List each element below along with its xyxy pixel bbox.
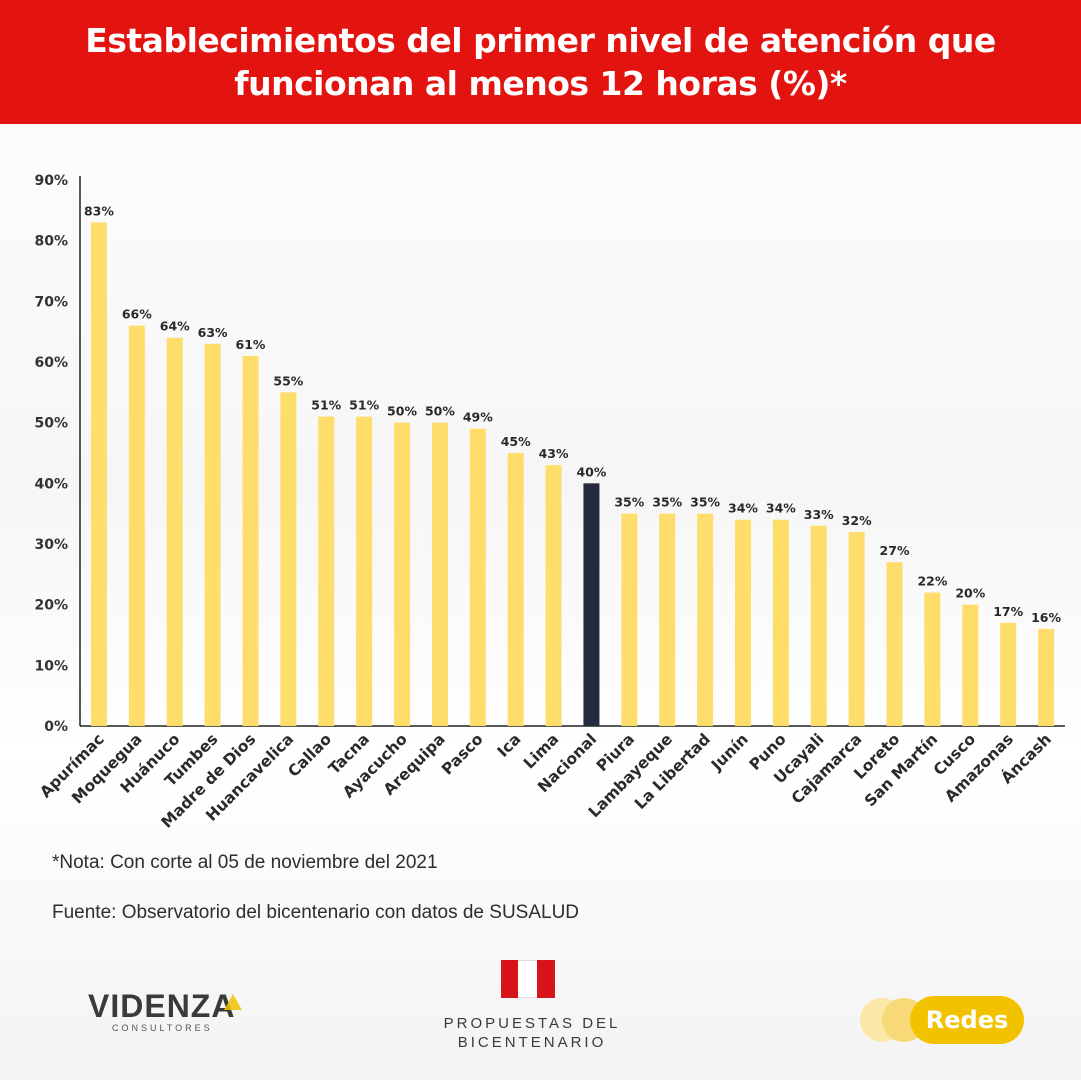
data-label: 27%: [880, 543, 910, 558]
bar: [507, 453, 524, 726]
videnza-subtitle: CONSULTORES: [112, 1023, 213, 1033]
y-tick-label: 40%: [34, 476, 68, 492]
footnote: *Nota: Con corte al 05 de noviembre del …: [52, 852, 438, 873]
data-label: 20%: [955, 586, 985, 601]
data-label: 35%: [690, 495, 720, 510]
bar: [886, 562, 903, 726]
y-tick-label: 70%: [34, 294, 68, 310]
bar-chart: 0%10%20%30%40%50%60%70%80%90%83%Apurímac…: [34, 173, 1065, 832]
bar: [242, 355, 259, 726]
data-label: 45%: [501, 434, 531, 449]
x-tick-label: Junín: [707, 730, 752, 775]
data-label: 63%: [198, 325, 228, 340]
x-tick-label: Ica: [494, 730, 525, 761]
data-label: 35%: [614, 495, 644, 510]
data-label: 61%: [236, 337, 266, 352]
data-label: 49%: [463, 410, 493, 425]
data-label: 34%: [728, 501, 758, 516]
videnza-logo: VIDENZA CONSULTORES: [88, 990, 248, 1040]
data-label: 55%: [273, 373, 303, 388]
bar: [1000, 622, 1017, 726]
bar: [772, 519, 789, 726]
bar: [394, 422, 411, 726]
data-label: 40%: [576, 464, 606, 479]
bar: [1038, 628, 1055, 726]
bar: [962, 604, 979, 726]
y-tick-label: 30%: [34, 537, 68, 553]
y-tick-label: 0%: [44, 719, 68, 735]
bar: [356, 416, 373, 726]
bar: [469, 428, 486, 726]
header-banner: Establecimientos del primer nivel de ate…: [0, 0, 1081, 124]
bicentenario-line-1: PROPUESTAS DEL: [443, 1015, 621, 1032]
y-tick-label: 80%: [34, 234, 68, 250]
source-text: Fuente: Observatorio del bicentenario co…: [52, 902, 580, 923]
data-label: 51%: [311, 398, 341, 413]
data-label: 33%: [804, 507, 834, 522]
y-tick-label: 20%: [34, 598, 68, 614]
y-tick-label: 90%: [34, 173, 68, 189]
data-label: 35%: [652, 495, 682, 510]
bar: [621, 513, 638, 726]
data-label: 50%: [425, 404, 455, 419]
data-label: 43%: [539, 446, 569, 461]
x-tick-label: Pasco: [438, 730, 486, 778]
data-label: 66%: [122, 307, 152, 322]
bicentenario-line-2: BICENTENARIO: [457, 1034, 607, 1051]
videnza-accent-icon: [224, 994, 242, 1010]
data-label: 64%: [160, 319, 190, 334]
bar: [583, 483, 600, 726]
redes-label: Redes: [910, 996, 1024, 1044]
data-label: 16%: [1031, 610, 1061, 625]
data-label: 50%: [387, 404, 417, 419]
bar: [166, 337, 183, 726]
y-tick-label: 50%: [34, 416, 68, 432]
y-tick-label: 60%: [34, 355, 68, 371]
bar: [848, 531, 865, 726]
y-tick-label: 10%: [34, 658, 68, 674]
bar: [280, 392, 297, 726]
bar: [128, 325, 145, 726]
peru-flag-icon: [501, 960, 555, 998]
bar: [697, 513, 714, 726]
data-label: 83%: [84, 203, 114, 218]
data-label: 17%: [993, 604, 1023, 619]
bar: [810, 525, 827, 726]
data-label: 34%: [766, 501, 796, 516]
data-label: 32%: [842, 513, 872, 528]
bar: [431, 422, 448, 726]
data-label: 51%: [349, 398, 379, 413]
bar: [204, 343, 221, 726]
data-label: 22%: [917, 574, 947, 589]
bar: [318, 416, 335, 726]
bar: [90, 222, 107, 726]
bar: [659, 513, 676, 726]
bicentenario-logo: PROPUESTAS DEL BICENTENARIO: [430, 958, 630, 1058]
chart-title-line-2: funcionan al menos 12 horas (%)*: [234, 64, 847, 103]
chart-title-line-1: Establecimientos del primer nivel de ate…: [85, 21, 996, 60]
bar: [734, 519, 751, 726]
bar: [924, 592, 941, 726]
bar: [545, 465, 562, 726]
bicentenario-wordmark: PROPUESTAS DEL BICENTENARIO: [434, 1014, 630, 1052]
redes-badge: Redes: [860, 996, 1030, 1044]
videnza-wordmark: VIDENZA: [88, 988, 236, 1024]
